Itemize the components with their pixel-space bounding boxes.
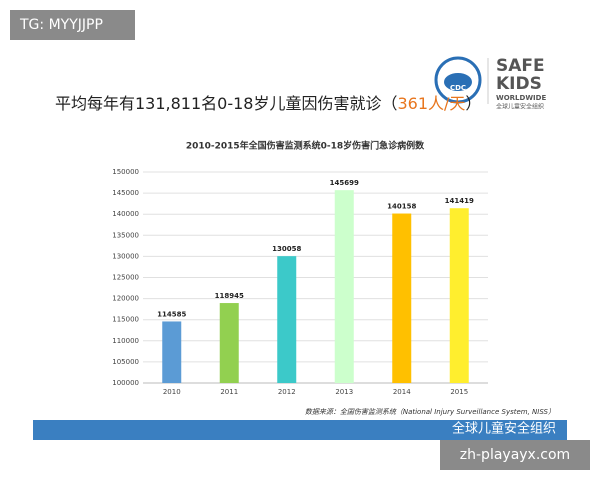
logo-org: 全球儿童安全组织 [496, 103, 544, 111]
x-tick-label: 2012 [278, 388, 296, 396]
y-tick-label: 145000 [112, 189, 139, 197]
bar [219, 303, 239, 383]
y-tick-label: 140000 [112, 210, 139, 218]
value-label: 145699 [330, 179, 359, 187]
footer-band [33, 420, 567, 440]
watermark: 全球儿童安全组织 [452, 421, 556, 437]
x-tick-label: 2015 [450, 388, 468, 396]
y-tick-label: 100000 [112, 379, 139, 387]
logo-kids: KIDS [496, 74, 542, 94]
value-label: 140158 [387, 203, 416, 211]
source: 数据来源：全国伤害监测系统（National Injury Surveillan… [305, 408, 555, 416]
chart-title: 2010-2015年全国伤害监测系统0-18岁伤害门急诊病例数 [186, 140, 425, 152]
y-tick-label: 115000 [112, 316, 139, 324]
headline-start: 平均每年有131,811名0-18岁儿童因伤害就诊（ [55, 94, 397, 113]
y-tick-label: 105000 [112, 358, 139, 366]
value-label: 114585 [157, 310, 186, 318]
x-tick-label: 2013 [335, 388, 353, 396]
value-label: 141419 [445, 197, 474, 205]
y-tick-label: 150000 [112, 168, 139, 176]
y-tick-label: 110000 [112, 337, 139, 345]
bar [334, 190, 354, 383]
x-tick-label: 2010 [163, 388, 181, 396]
value-label: 118945 [215, 292, 244, 300]
x-tick-label: 2014 [393, 388, 411, 396]
bar [162, 321, 182, 383]
logo-safe: SAFE [496, 56, 545, 76]
logo-worldwide: WORLDWIDE [496, 94, 546, 102]
y-tick-label: 135000 [112, 231, 139, 239]
y-tick-label: 120000 [112, 295, 139, 303]
value-label: 130058 [272, 245, 301, 253]
label: TG: MYYJJPP [19, 17, 103, 33]
logo-map [444, 73, 472, 91]
y-tick-label: 125000 [112, 274, 139, 282]
site: zh-playayx.com [460, 447, 570, 463]
bar [449, 208, 469, 383]
logo-cdc: CDC [450, 84, 466, 92]
y-tick-label: 130000 [112, 252, 139, 260]
site-box [440, 440, 590, 470]
headline-highlight: 361人/天 [397, 94, 465, 113]
label-box [10, 10, 135, 40]
headline: 平均每年有131,811名0-18岁儿童因伤害就诊（361人/天） [55, 94, 481, 113]
logo-ring [434, 56, 482, 104]
plot: 100000 105000 110000 115000 120000 125000 1300… [112, 168, 488, 396]
bar [392, 213, 412, 383]
headline-end: ） [465, 94, 481, 113]
x-tick-label: 2011 [220, 388, 238, 396]
bar [277, 256, 297, 383]
